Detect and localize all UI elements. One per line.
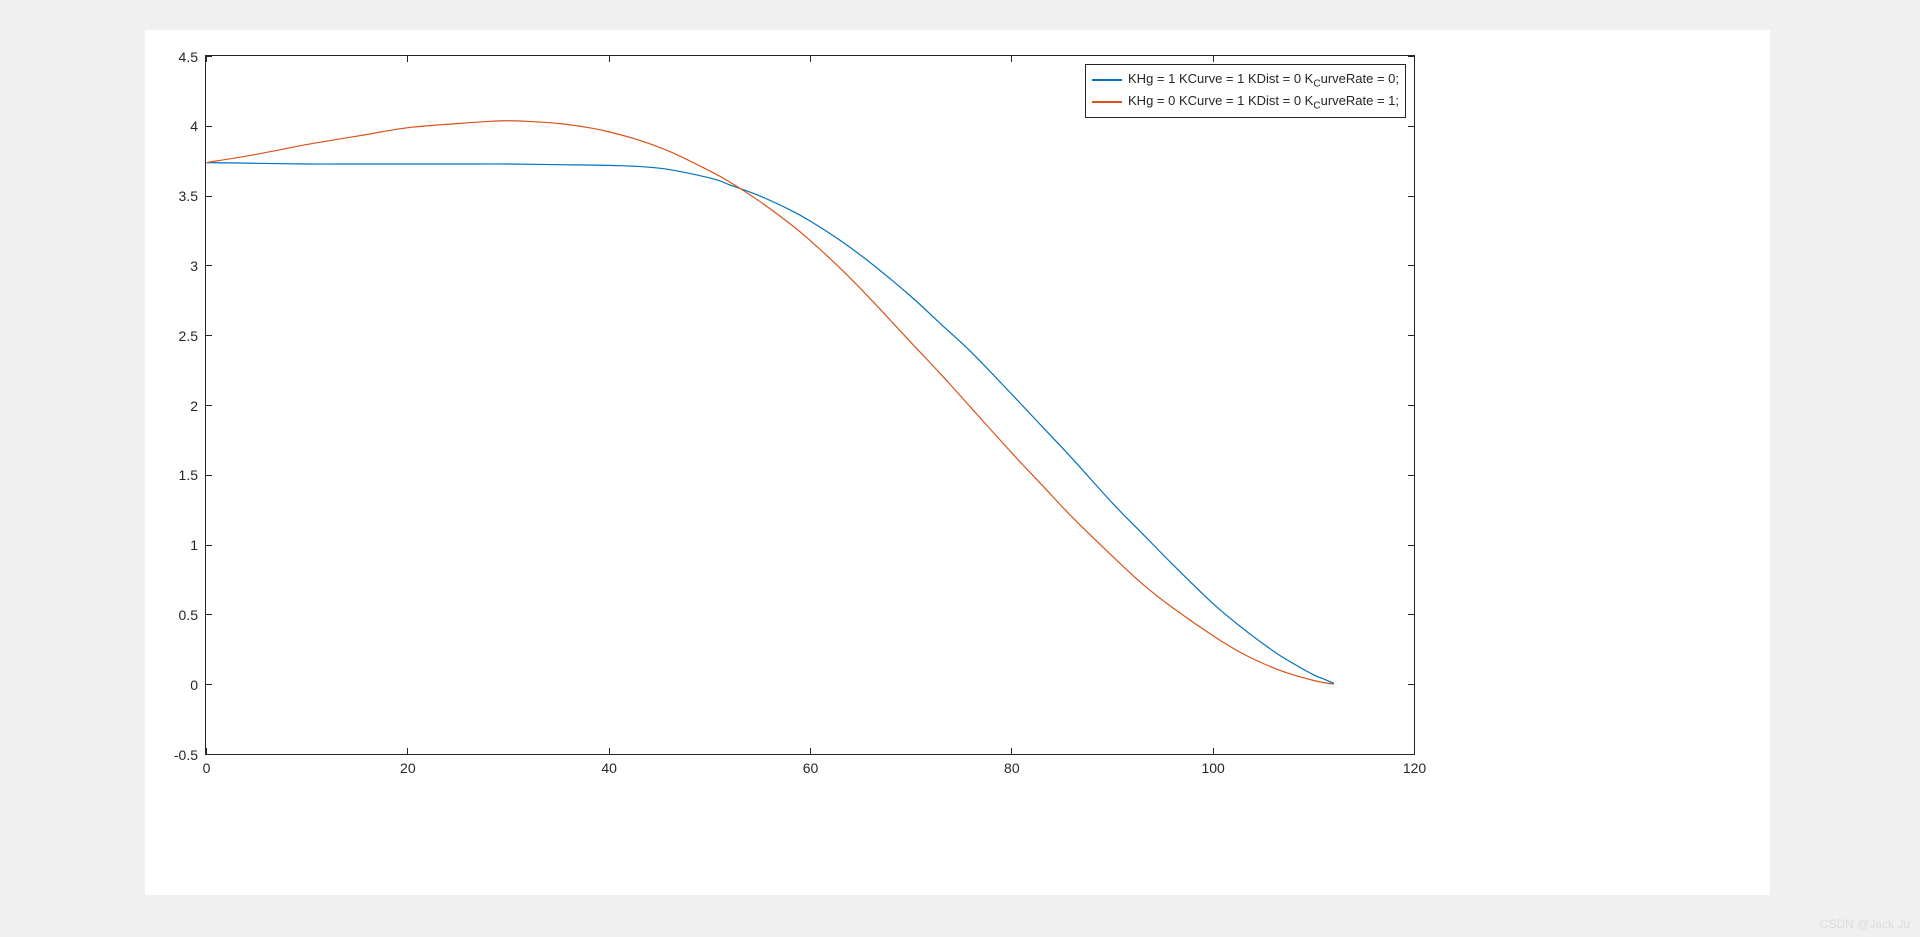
ytick-mark bbox=[206, 475, 212, 476]
xtick-mark bbox=[609, 56, 610, 62]
xtick-mark bbox=[206, 56, 207, 62]
ytick-mark bbox=[206, 196, 212, 197]
legend-row: KHg = 0 KCurve = 1 KDist = 0 KCurveRate … bbox=[1092, 91, 1399, 113]
series-blue bbox=[207, 163, 1334, 684]
xtick-label: 0 bbox=[203, 760, 211, 776]
ytick-mark bbox=[1408, 126, 1414, 127]
ytick-label: 0 bbox=[190, 677, 198, 693]
xtick-mark bbox=[1011, 56, 1012, 62]
ytick-mark bbox=[1408, 196, 1414, 197]
xtick-label: 20 bbox=[400, 760, 416, 776]
watermark-text: CSDN @Jack Ju bbox=[1820, 917, 1910, 931]
ytick-mark bbox=[1408, 335, 1414, 336]
xtick-mark bbox=[1011, 748, 1012, 754]
legend-swatch bbox=[1092, 79, 1122, 81]
ytick-mark bbox=[1408, 265, 1414, 266]
xtick-label: 80 bbox=[1004, 760, 1020, 776]
plot-area: KHg = 1 KCurve = 1 KDist = 0 KCurveRate … bbox=[205, 55, 1415, 755]
ytick-mark bbox=[206, 405, 212, 406]
ytick-mark bbox=[1408, 754, 1414, 755]
xtick-mark bbox=[810, 56, 811, 62]
xtick-label: 60 bbox=[803, 760, 819, 776]
ytick-mark bbox=[1408, 475, 1414, 476]
ytick-label: 2.5 bbox=[179, 328, 198, 344]
xtick-mark bbox=[1213, 748, 1214, 754]
ytick-label: 1.5 bbox=[179, 467, 198, 483]
ytick-label: 1 bbox=[190, 537, 198, 553]
ytick-label: 2 bbox=[190, 398, 198, 414]
xtick-label: 100 bbox=[1201, 760, 1224, 776]
ytick-mark bbox=[206, 614, 212, 615]
ytick-mark bbox=[1408, 545, 1414, 546]
legend-box: KHg = 1 KCurve = 1 KDist = 0 KCurveRate … bbox=[1085, 64, 1406, 118]
xtick-mark bbox=[407, 56, 408, 62]
legend-label: KHg = 0 KCurve = 1 KDist = 0 KCurveRate … bbox=[1128, 93, 1399, 112]
legend-swatch bbox=[1092, 101, 1122, 103]
ytick-mark bbox=[1408, 684, 1414, 685]
ytick-label: 4 bbox=[190, 118, 198, 134]
series-lines bbox=[206, 56, 1416, 756]
ytick-label: 3.5 bbox=[179, 188, 198, 204]
xtick-mark bbox=[407, 748, 408, 754]
xtick-mark bbox=[1414, 748, 1415, 754]
xtick-mark bbox=[1414, 56, 1415, 62]
ytick-mark bbox=[206, 684, 212, 685]
legend-row: KHg = 1 KCurve = 1 KDist = 0 KCurveRate … bbox=[1092, 69, 1399, 91]
xtick-mark bbox=[206, 748, 207, 754]
ytick-label: -0.5 bbox=[174, 747, 198, 763]
ytick-label: 3 bbox=[190, 258, 198, 274]
ytick-label: 4.5 bbox=[179, 49, 198, 65]
ytick-mark bbox=[206, 265, 212, 266]
ytick-mark bbox=[1408, 614, 1414, 615]
ytick-mark bbox=[1408, 405, 1414, 406]
ytick-label: 0.5 bbox=[179, 607, 198, 623]
ytick-mark bbox=[206, 126, 212, 127]
series-orange bbox=[207, 121, 1334, 684]
xtick-label: 40 bbox=[601, 760, 617, 776]
ytick-mark bbox=[206, 545, 212, 546]
xtick-label: 120 bbox=[1403, 760, 1426, 776]
xtick-mark bbox=[1213, 56, 1214, 62]
xtick-mark bbox=[609, 748, 610, 754]
xtick-mark bbox=[810, 748, 811, 754]
ytick-mark bbox=[206, 754, 212, 755]
legend-label: KHg = 1 KCurve = 1 KDist = 0 KCurveRate … bbox=[1128, 71, 1399, 90]
ytick-mark bbox=[206, 335, 212, 336]
